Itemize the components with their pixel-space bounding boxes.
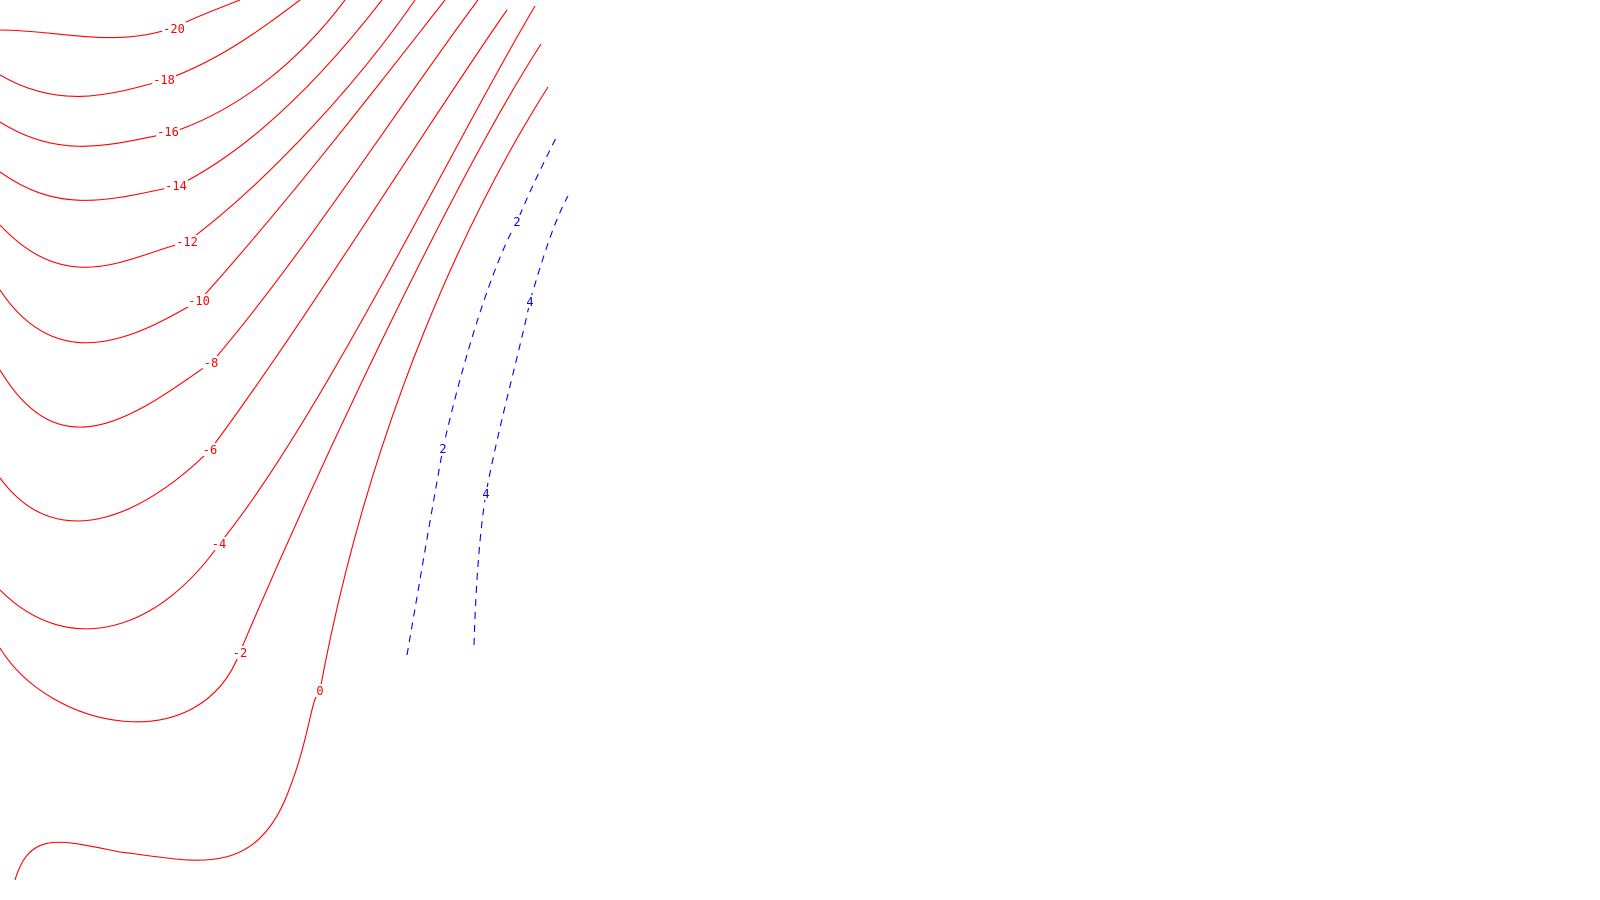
contour-label-bg-neg16-0 bbox=[156, 125, 180, 138]
contour-label-4-1: 4 bbox=[482, 487, 489, 501]
contour-line-neg2 bbox=[0, 43, 542, 723]
contour-label-0-0: 0 bbox=[316, 684, 323, 698]
contour-line-neg14 bbox=[0, 0, 383, 201]
contour-label-bg-neg10-0 bbox=[187, 294, 211, 307]
contour-line-neg8 bbox=[0, 0, 479, 428]
contour-line-neg6 bbox=[0, 9, 508, 522]
contour-label-bg-4-1 bbox=[481, 487, 491, 500]
contour-label-bg-neg18-0 bbox=[152, 73, 176, 86]
contour-label-neg18-0: -18 bbox=[153, 73, 175, 87]
contour-label-2-0: 2 bbox=[513, 215, 520, 229]
contour-label-bg-neg6-0 bbox=[201, 443, 219, 456]
contour-label-bg-neg20-0 bbox=[162, 22, 186, 35]
contour-line-neg4 bbox=[0, 5, 536, 630]
contour-label-neg16-0: -16 bbox=[157, 125, 179, 139]
contour-line-4 bbox=[473, 195, 569, 646]
contour-label-bg-neg2-0 bbox=[231, 646, 249, 659]
contour-line-neg10 bbox=[0, 0, 446, 344]
contour-label-bg-neg12-0 bbox=[175, 235, 199, 248]
contour-label-2-1: 2 bbox=[439, 442, 446, 456]
contour-label-neg14-0: -14 bbox=[165, 179, 187, 193]
contour-line-0 bbox=[14, 86, 549, 881]
contour-label-bg-neg4-0 bbox=[210, 537, 228, 550]
contour-label-neg8-0: -8 bbox=[204, 356, 218, 370]
contour-label-4-0: 4 bbox=[526, 295, 533, 309]
contour-label-neg4-0: -4 bbox=[212, 537, 226, 551]
contour-label-neg20-0: -20 bbox=[163, 22, 185, 36]
contour-label-neg12-0: -12 bbox=[176, 235, 198, 249]
contour-label-bg-2-1 bbox=[438, 442, 448, 455]
contour-label-bg-4-0 bbox=[525, 295, 535, 308]
contour-line-2 bbox=[406, 137, 557, 656]
contour-label-bg-0-0 bbox=[315, 684, 325, 697]
contour-label-neg2-0: -2 bbox=[233, 646, 247, 660]
contour-label-neg10-0: -10 bbox=[188, 294, 210, 308]
contour-label-neg6-0: -6 bbox=[203, 443, 217, 457]
contour-line-neg12 bbox=[0, 0, 416, 268]
contour-line-neg20 bbox=[0, 0, 241, 39]
contour-label-bg-2-0 bbox=[512, 215, 522, 228]
contour-label-bg-neg8-0 bbox=[202, 356, 220, 369]
contour-label-bg-neg14-0 bbox=[164, 179, 188, 192]
contour-line-neg18 bbox=[0, 0, 301, 97]
